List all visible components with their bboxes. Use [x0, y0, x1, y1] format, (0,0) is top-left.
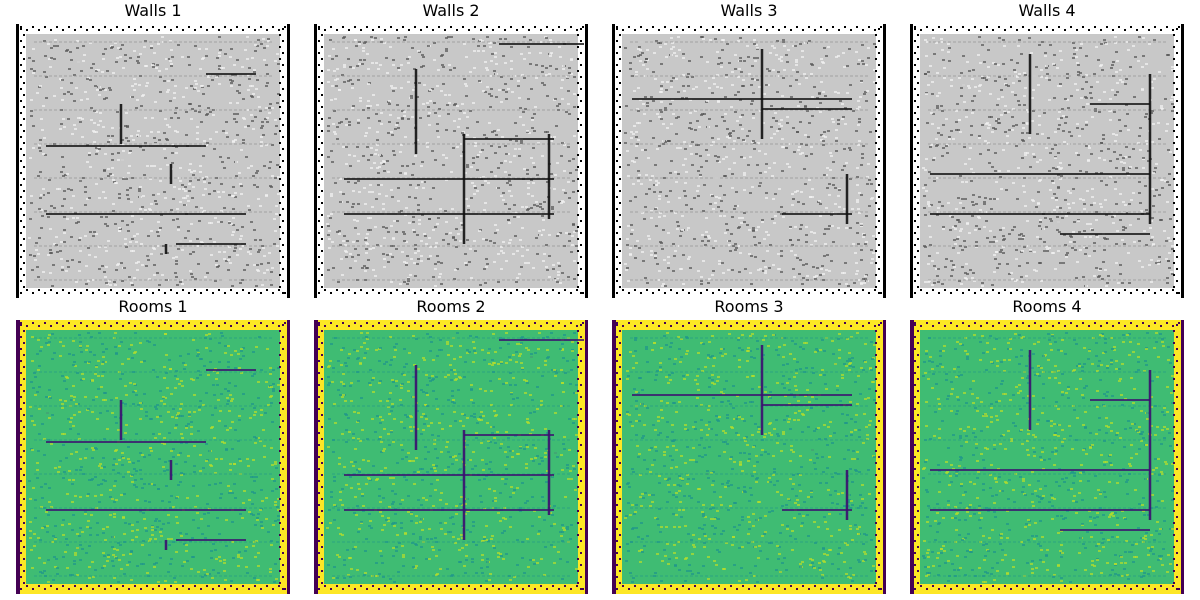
panel-title: Rooms 4 — [1012, 297, 1082, 316]
panel-title: Walls 2 — [422, 1, 480, 20]
walls-map-image — [910, 24, 1184, 298]
panel-title: Walls 1 — [124, 1, 182, 20]
panel-title: Walls 3 — [720, 1, 778, 20]
panel-title: Rooms 1 — [118, 297, 188, 316]
panel-title: Walls 4 — [1018, 1, 1076, 20]
rooms-map-image — [910, 320, 1184, 594]
panel-title: Rooms 2 — [416, 297, 486, 316]
rooms-map-image — [612, 320, 886, 594]
rooms-map-image — [314, 320, 588, 594]
rooms-map-image — [16, 320, 290, 594]
walls-map-image — [16, 24, 290, 298]
walls-map-image — [314, 24, 588, 298]
panel-title: Rooms 3 — [714, 297, 784, 316]
walls-map-image — [612, 24, 886, 298]
